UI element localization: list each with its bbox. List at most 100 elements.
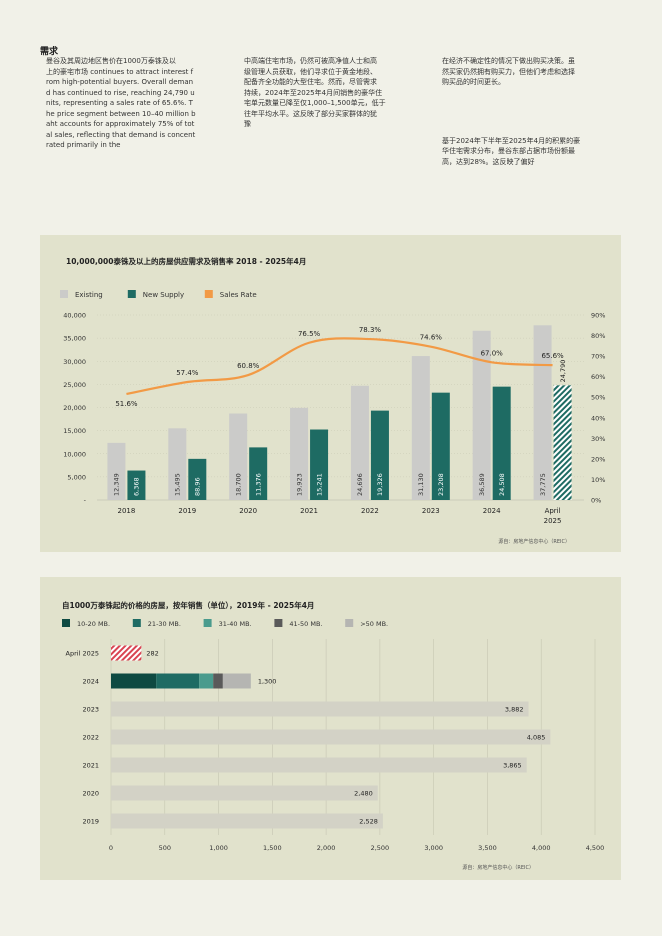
y2-tick-label: 90% — [591, 312, 605, 320]
x-tick-label: 2025 — [544, 517, 562, 525]
bar-total — [111, 757, 527, 773]
sales-rate-label: 65.6% — [541, 352, 564, 360]
bar-april-2025 — [111, 645, 142, 661]
text-column-3: 在经济不确定性的情况下做出购买决策。虽 然买家仍然拥有购买力，但他们考虑和选择 … — [442, 56, 622, 167]
x-tick-label: 2020 — [239, 507, 257, 515]
bar-new-supply — [310, 429, 329, 500]
bar-new-supply — [249, 447, 268, 500]
x-tick-label: 2022 — [361, 507, 379, 515]
bar-label-existing: 18,700 — [234, 473, 242, 496]
bar-total-label: 282 — [146, 650, 158, 658]
x-tick-label: 2,500 — [371, 844, 390, 852]
bar-label-existing: 31,130 — [417, 473, 425, 496]
x-tick-label: 500 — [159, 844, 171, 852]
bar-total-label: 2,480 — [354, 790, 373, 798]
legend-label: 10-20 MB. — [77, 620, 110, 628]
x-tick-label: 0 — [109, 844, 113, 852]
y-tick-label: 35,000 — [63, 335, 86, 343]
sales-rate-label: 67.0% — [481, 349, 504, 357]
sales-rate-label: 57.4% — [176, 369, 199, 377]
y2-tick-label: 80% — [591, 332, 605, 340]
bar-total-label: 1,300 — [258, 678, 277, 686]
text-column-1: 曼谷及其周边地区售价在1000万泰铢及以 上的豪宅市场 continues to… — [46, 56, 216, 151]
x-tick-label: 2019 — [178, 507, 196, 515]
legend-label: >50 MB. — [360, 620, 388, 628]
y-tick-label: - — [84, 497, 87, 505]
category-label: 2019 — [82, 818, 99, 826]
bar-label-existing: 15,495 — [174, 473, 182, 496]
chart2-title: 自1000万泰铢起的价格的房屋，按年销售（单位），2019年 - 2025年4月 — [62, 600, 314, 610]
bar-label-new-supply: 11,376 — [254, 473, 262, 496]
legend-swatch — [203, 619, 212, 627]
bar-existing — [107, 442, 126, 500]
paragraph-3a: 在经济不确定性的情况下做出购买决策。虽 然买家仍然拥有购买力，但他们考虑和选择 … — [442, 57, 575, 86]
bar-new-supply — [188, 458, 207, 500]
y2-tick-label: 50% — [591, 394, 605, 402]
bar-existing — [411, 356, 430, 500]
x-tick-label: April — [545, 507, 561, 515]
legend-label: 21-30 MB. — [148, 620, 181, 628]
bar-new-supply — [370, 410, 389, 500]
bar-existing — [350, 385, 369, 500]
category-label: 2022 — [82, 734, 99, 742]
legend-swatch — [60, 290, 68, 298]
category-label: 2024 — [82, 678, 99, 686]
y-tick-label: 20,000 — [63, 404, 86, 412]
legend-swatch — [62, 619, 70, 627]
sales-rate-label: 78.3% — [359, 326, 382, 334]
x-tick-label: 2018 — [118, 507, 136, 515]
bar-total — [111, 813, 383, 829]
x-tick-label: 1,500 — [263, 844, 282, 852]
y2-tick-label: 0% — [591, 497, 601, 505]
bar-label-new-supply: 6,368 — [133, 477, 141, 496]
x-tick-label: 4,000 — [532, 844, 551, 852]
y2-tick-label: 60% — [591, 373, 605, 381]
chart1-source: 源自：房地产信息中心（REIC） — [498, 538, 570, 545]
category-label: 2021 — [82, 762, 99, 770]
bar-total-label: 2,528 — [359, 818, 378, 826]
text-column-2: 中高端住宅市场，仍然可被高净值人士和高 级管理人员获取，他们寻求位于黄金地段、 … — [244, 56, 424, 130]
y2-tick-label: 20% — [591, 455, 605, 463]
bar-existing — [290, 407, 309, 500]
bar-label-existing: 37,775 — [539, 473, 547, 496]
paragraph-2: 中高端住宅市场，仍然可被高净值人士和高 级管理人员获取，他们寻求位于黄金地段、 … — [244, 57, 386, 128]
category-label: 2020 — [82, 790, 99, 798]
y-tick-label: 10,000 — [63, 450, 86, 458]
bar-label-new-supply: 24,790 — [559, 360, 567, 383]
x-tick-label: 3,500 — [478, 844, 497, 852]
bar-new-supply — [492, 386, 511, 500]
paragraph-1: 曼谷及其周边地区售价在1000万泰铢及以 上的豪宅市场 continues to… — [46, 57, 196, 149]
x-tick-label: 2023 — [422, 507, 440, 515]
bar-total-label: 4,085 — [527, 734, 546, 742]
bar-label-existing: 24,696 — [356, 473, 364, 496]
bar-segment-2024 — [213, 673, 223, 689]
x-tick-label: 1,000 — [209, 844, 228, 852]
sales-rate-line — [126, 337, 553, 396]
sales-rate-label: 74.6% — [420, 334, 443, 342]
sales-rate-label: 51.6% — [115, 400, 138, 408]
bar-label-existing: 12,349 — [113, 473, 121, 496]
category-label: April 2025 — [66, 650, 99, 658]
bar-segment-2024 — [199, 673, 214, 689]
bar-total — [111, 729, 551, 745]
legend-label: Sales Rate — [220, 291, 257, 299]
x-tick-label: 2024 — [483, 507, 501, 515]
legend-label: Existing — [75, 291, 103, 299]
legend-swatch — [204, 290, 213, 298]
x-tick-label: 4,500 — [586, 844, 605, 852]
paragraph-3b: 基于2024年下半年至2025年4月的积累的豪 华住宅需求分布，曼谷东部占据市场… — [442, 136, 581, 166]
legend-label: 31-40 MB. — [219, 620, 252, 628]
y2-tick-label: 30% — [591, 435, 605, 443]
section-heading: 需求 — [40, 47, 59, 57]
bar-label-new-supply: 15,241 — [315, 473, 323, 496]
legend-swatch — [127, 290, 136, 298]
bar-new-supply — [127, 470, 146, 500]
legend-label: 41-50 MB. — [289, 620, 322, 628]
legend-swatch — [345, 619, 354, 627]
category-label: 2023 — [82, 706, 99, 714]
bar-segment-2024 — [222, 673, 251, 689]
y2-tick-label: 40% — [591, 414, 605, 422]
bar-total — [111, 785, 378, 801]
supply-demand-chart-panel: 10,000,000泰铢及以上的房屋供应需求及销售率 2018 - 2025年4… — [40, 235, 621, 552]
legend-label: New Supply — [143, 291, 184, 299]
